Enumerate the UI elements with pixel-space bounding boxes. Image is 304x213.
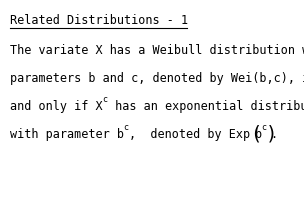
Text: parameters b and c, denoted by Wei(b,c), if: parameters b and c, denoted by Wei(b,c),… bbox=[10, 72, 304, 85]
Text: .: . bbox=[271, 128, 278, 141]
Text: c: c bbox=[261, 123, 266, 132]
Text: with parameter b: with parameter b bbox=[10, 128, 124, 141]
Text: ,  denoted by Exp: , denoted by Exp bbox=[130, 128, 250, 141]
Text: Related Distributions - 1: Related Distributions - 1 bbox=[10, 14, 188, 27]
Text: (: ( bbox=[250, 125, 261, 144]
Text: c: c bbox=[123, 123, 129, 132]
Text: has an exponential distribution: has an exponential distribution bbox=[108, 100, 304, 113]
Text: c: c bbox=[102, 95, 107, 104]
Text: and only if X: and only if X bbox=[10, 100, 103, 113]
Text: ): ) bbox=[265, 125, 277, 144]
Text: b: b bbox=[255, 128, 262, 141]
Text: The variate X has a Weibull distribution with: The variate X has a Weibull distribution… bbox=[10, 44, 304, 57]
